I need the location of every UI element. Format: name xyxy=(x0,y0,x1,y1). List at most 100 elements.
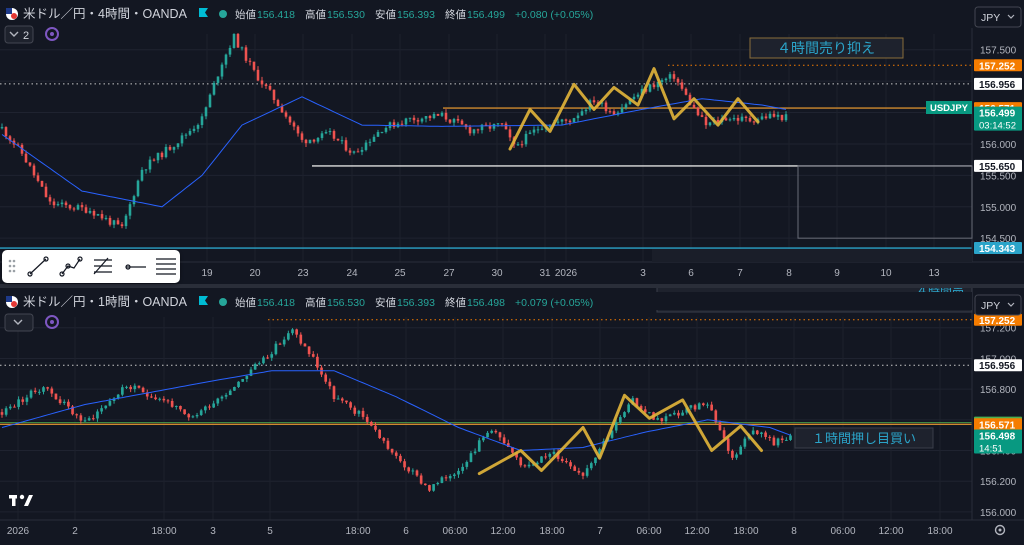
settings-gear-icon[interactable] xyxy=(994,524,1006,536)
market-open-dot-icon xyxy=(219,298,227,306)
candle-body xyxy=(423,483,427,486)
time-tick-label: 27 xyxy=(443,268,455,279)
projection-box[interactable] xyxy=(797,165,973,239)
settings-gear-core xyxy=(998,528,1002,532)
candle-body xyxy=(228,390,232,396)
candle-body xyxy=(536,462,539,465)
candle-body xyxy=(736,118,740,121)
time-tick-label: 06:00 xyxy=(442,526,467,537)
indicator-toggle-button[interactable] xyxy=(4,25,34,44)
price-tick-label: 155.000 xyxy=(980,203,1017,214)
price-axis[interactable]: 156.000156.200156.400156.600156.800157.0… xyxy=(971,311,1024,520)
script-indicator-icon[interactable] xyxy=(45,315,59,329)
candle-body xyxy=(104,217,108,219)
drawing-toolbar[interactable] xyxy=(2,250,180,283)
candle-body xyxy=(420,118,424,122)
symbol-title[interactable]: 米ドル／円・4時間・OANDA xyxy=(23,7,188,21)
candle-body xyxy=(732,118,736,120)
candle-body xyxy=(304,139,308,144)
candle-body xyxy=(316,356,319,368)
zigzag-highlighter-drawing[interactable] xyxy=(477,393,763,476)
zigzag-highlighter-drawing[interactable] xyxy=(508,67,760,151)
symbol-title[interactable]: 米ドル／円・1時間・OANDA xyxy=(23,295,188,309)
candle-body xyxy=(96,214,100,216)
candle-body xyxy=(270,354,274,358)
candle-body xyxy=(340,140,344,142)
candle-body xyxy=(364,142,368,150)
candle-body xyxy=(252,61,256,70)
candle-body xyxy=(403,461,406,468)
open-label: 始値 xyxy=(235,296,256,309)
currency-button[interactable] xyxy=(974,294,1022,316)
script-indicator-icon[interactable] xyxy=(45,27,59,41)
candle-body xyxy=(287,333,290,340)
drag-handle-icon[interactable] xyxy=(8,259,16,273)
price-badge-label: 156.956 xyxy=(979,80,1016,91)
candle-body xyxy=(436,482,440,485)
candle-body xyxy=(643,409,647,413)
candle-body xyxy=(0,412,4,415)
candle-body xyxy=(444,477,448,479)
candle-body xyxy=(610,430,614,438)
time-tick-label: 18:00 xyxy=(733,526,758,537)
currency-button[interactable] xyxy=(974,6,1022,28)
candle-body xyxy=(33,390,37,392)
candle-body xyxy=(752,121,756,123)
candle-body xyxy=(288,116,292,123)
time-axis[interactable]: 2026 2 18:00 3 5 18:00 6 06:00 12:00 18:00 7 06:00 1… xyxy=(0,519,1024,540)
candle-body xyxy=(372,136,376,142)
candle-body xyxy=(336,398,340,400)
trend-line-tool-icon[interactable] xyxy=(27,256,49,277)
price-badge-resistance-line xyxy=(974,59,1022,72)
price-badge-label: 155.650 xyxy=(979,162,1016,173)
candle-body xyxy=(411,470,415,472)
candle-body xyxy=(516,144,520,146)
time-tick-label: 6 xyxy=(403,526,409,537)
price-badge-last-price xyxy=(974,429,1022,454)
pane-separator[interactable] xyxy=(0,284,1024,288)
candle-body xyxy=(548,125,552,127)
time-tick-label: 20 xyxy=(249,268,261,279)
annotation-text-dip-buy: １時間押し目買い xyxy=(812,431,916,446)
candle-body xyxy=(133,385,137,390)
candle-body xyxy=(368,141,372,143)
parallel-channel-tool-icon[interactable] xyxy=(156,258,176,275)
candle-body xyxy=(378,429,381,439)
candle-body xyxy=(785,439,788,441)
candle-body xyxy=(291,329,294,334)
candle-body xyxy=(328,381,332,387)
horizontal-ray-tool-icon[interactable] xyxy=(125,264,146,270)
annotation-box[interactable] xyxy=(749,37,904,59)
multi-line-tool-icon[interactable] xyxy=(59,256,83,277)
candle-body xyxy=(728,119,732,121)
candle-body xyxy=(300,133,304,140)
time-tick-label: 3 xyxy=(640,268,646,279)
candle-body xyxy=(407,467,411,472)
price-axis[interactable]: 154.500155.000155.500156.000156.500157.0… xyxy=(971,28,1024,262)
candle-body xyxy=(52,201,56,206)
candle-body xyxy=(311,354,315,357)
candle-body xyxy=(681,412,684,416)
candle-body xyxy=(490,430,494,433)
candle-body xyxy=(448,119,452,123)
candle-body xyxy=(166,400,170,402)
annotation-box[interactable] xyxy=(794,427,934,449)
candle-body xyxy=(374,425,377,430)
fib-retracement-tool-icon[interactable] xyxy=(93,257,112,275)
candle-body xyxy=(511,447,514,453)
candle-body xyxy=(272,89,276,101)
time-tick-label: 18:00 xyxy=(927,526,952,537)
tradingview-logo-icon[interactable] xyxy=(9,494,33,506)
alert-flag-icon[interactable] xyxy=(199,8,208,17)
candle-body xyxy=(755,430,759,435)
candle-body xyxy=(249,369,253,376)
candle-body xyxy=(693,405,697,410)
time-tick-label: 06:00 xyxy=(636,526,661,537)
candle-body xyxy=(520,144,524,146)
candle-body xyxy=(735,454,738,458)
candle-body xyxy=(696,108,700,116)
price-tick-label: 157.500 xyxy=(980,46,1017,57)
candle-body xyxy=(13,406,16,408)
alert-flag-icon[interactable] xyxy=(199,296,208,305)
